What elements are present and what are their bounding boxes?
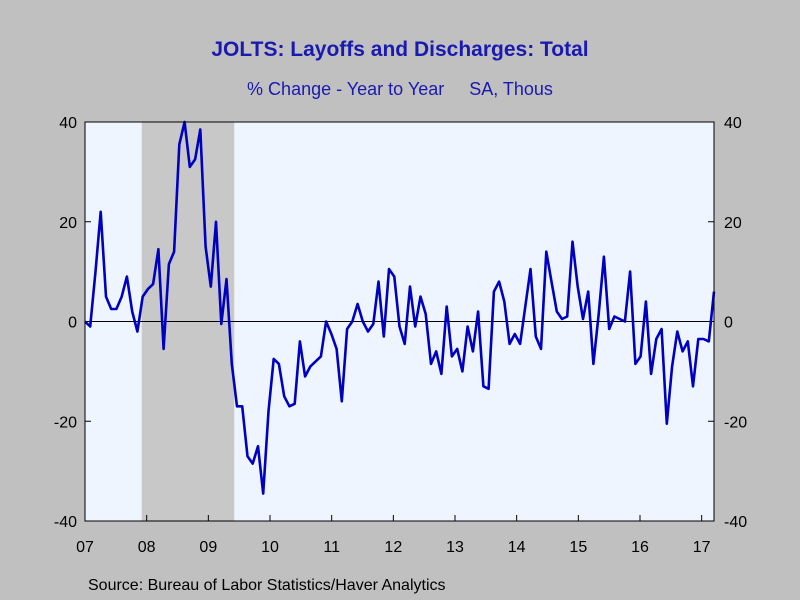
x-tick-label: 07	[76, 539, 94, 556]
y-tick-label-left: 20	[59, 215, 77, 232]
y-tick-label-right: -40	[724, 514, 747, 531]
x-tick-label: 13	[446, 539, 464, 556]
x-tick-label: 10	[261, 539, 279, 556]
y-tick-label-left: 40	[59, 115, 77, 132]
x-tick-label: 14	[508, 539, 526, 556]
chart-subtitle-adjustment: SA, Thous	[469, 79, 553, 99]
x-tick-label: 11	[323, 539, 340, 556]
plot-border	[84, 121, 715, 522]
chart-subtitle: % Change - Year to Year SA, Thous	[0, 79, 800, 100]
y-tick-label-left: 0	[68, 315, 77, 332]
x-tick-label: 17	[693, 539, 711, 556]
y-tick-label-right: 40	[724, 115, 742, 132]
x-tick-label: 16	[631, 539, 649, 556]
y-tick-label-right: 0	[724, 315, 733, 332]
chart-title: JOLTS: Layoffs and Discharges: Total	[211, 38, 589, 61]
series-line	[84, 120, 716, 495]
x-tick-label: 09	[199, 539, 217, 556]
x-tick-label: 12	[384, 539, 402, 556]
y-tick-label-right: -20	[724, 414, 747, 431]
source-note: Source: Bureau of Labor Statistics/Haver…	[88, 577, 446, 594]
y-tick-label-left: -40	[54, 514, 77, 531]
y-tick-label-right: 20	[724, 215, 742, 232]
x-tick-label: 08	[138, 539, 156, 556]
y-tick-label-left: -20	[54, 414, 77, 431]
chart-subtitle-units: % Change - Year to Year	[247, 79, 445, 99]
x-tick-label: 15	[569, 539, 587, 556]
